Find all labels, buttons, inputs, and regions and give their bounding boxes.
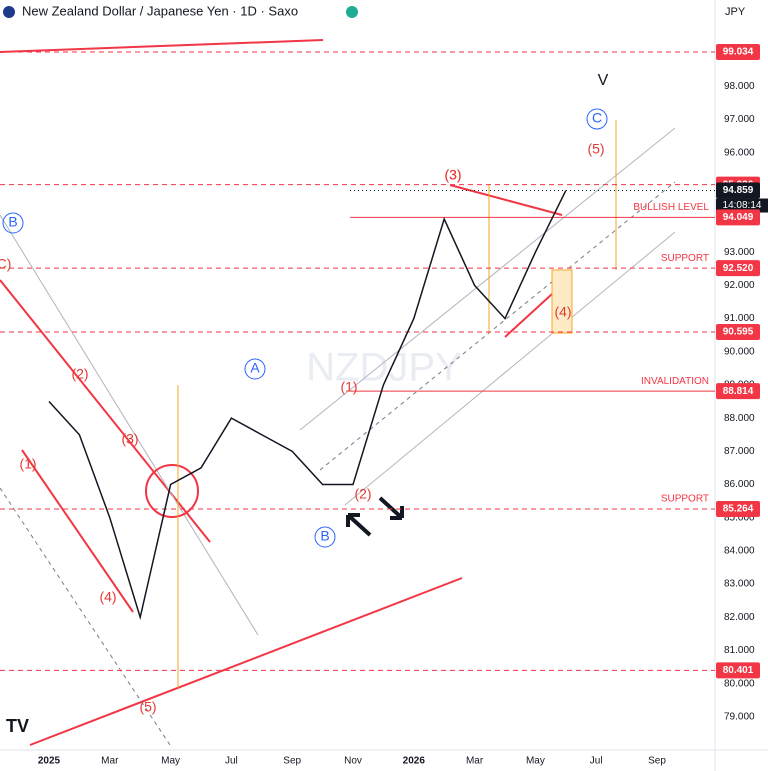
countdown: 14:08:14 — [723, 200, 762, 211]
level-label-box — [716, 260, 760, 277]
y-tick-label: 90.000 — [724, 346, 755, 357]
trendlines — [0, 39, 676, 746]
wave-circle — [586, 108, 608, 130]
wave-label: (5) — [139, 699, 156, 715]
y-tick-label: 85.000 — [724, 512, 755, 523]
x-tick-label: Sep — [648, 756, 666, 767]
y-tick-label: 97.000 — [724, 114, 755, 125]
level-label: 92.520 — [723, 263, 754, 274]
level-label: 94.859 — [723, 185, 754, 196]
wave-label: B — [320, 528, 329, 544]
price-line — [48, 190, 567, 621]
wave-label: (3) — [444, 167, 461, 183]
level-label-box — [716, 324, 760, 341]
wave-circle — [314, 526, 336, 548]
wave-label: (2) — [71, 366, 88, 382]
wave-label: (1) — [340, 379, 357, 395]
y-tick-label: 96.000 — [724, 147, 755, 158]
level-label: 99.034 — [723, 47, 754, 58]
y-tick-label: 80.000 — [724, 678, 755, 689]
x-tick-label: Mar — [466, 756, 484, 767]
level-text: BULLISH LEVEL — [633, 202, 709, 213]
wave-label: (5) — [587, 141, 604, 157]
level-label: 85.264 — [723, 504, 754, 515]
wave-label: C) — [0, 256, 11, 272]
chart-title: New Zealand Dollar / Japanese Yen · 1D ·… — [22, 3, 298, 18]
level-label-box — [716, 209, 760, 226]
level-label-box — [716, 43, 760, 60]
x-tick-label: Mar — [101, 756, 119, 767]
y-tick-label: 86.000 — [724, 479, 755, 490]
y-tick-label: 91.000 — [724, 313, 755, 324]
wave-label: C — [592, 110, 602, 126]
x-tick-label: Sep — [283, 756, 301, 767]
level-label-box — [716, 182, 760, 199]
wave-label: (1) — [19, 456, 36, 472]
y-tick-label: 92.000 — [724, 280, 755, 291]
y-tick-label: 88.000 — [724, 413, 755, 424]
level-text: INVALIDATION — [641, 376, 709, 387]
wave-circle — [2, 212, 24, 234]
currency[interactable]: JPY — [725, 6, 746, 18]
wave-label: (4) — [554, 304, 571, 320]
x-tick-label: May — [161, 756, 180, 767]
x-tick-label: Jul — [225, 756, 238, 767]
wave-label: (2) — [354, 486, 371, 502]
level-label: 90.595 — [723, 327, 754, 338]
status-dot — [346, 6, 358, 18]
y-tick-label: 81.000 — [724, 645, 755, 656]
x-tick-label: Nov — [344, 756, 362, 767]
level-text: SUPPORT — [661, 253, 709, 264]
title-bg — [0, 0, 400, 24]
level-text: SUPPORT — [661, 494, 709, 505]
y-tick-label: 79.000 — [724, 711, 755, 722]
y-tick-label: 98.000 — [724, 81, 755, 92]
wave-label: B — [8, 214, 17, 230]
level-label: 80.401 — [723, 665, 754, 676]
level-label-box — [716, 662, 760, 679]
wave-label: (4) — [99, 589, 116, 605]
countdown-box — [716, 198, 768, 213]
logo: TV — [6, 716, 29, 736]
level-label-box — [716, 383, 760, 400]
wave-label: (3) — [444, 167, 461, 183]
level-label: 88.814 — [723, 386, 754, 397]
wave-label: V — [598, 72, 609, 89]
y-tick-label: 93.000 — [724, 247, 755, 258]
x-tick-label: 2026 — [403, 756, 426, 767]
y-tick-label: 84.000 — [724, 546, 755, 557]
y-tick-label: 82.000 — [724, 612, 755, 623]
x-tick-label: May — [526, 756, 545, 767]
level-label-box — [716, 500, 760, 517]
flag-icon — [3, 6, 15, 18]
level-label: 94.049 — [723, 212, 754, 223]
wave-label: (3) — [121, 431, 138, 447]
y-tick-label: 83.000 — [724, 579, 755, 590]
wave-label: A — [250, 360, 260, 376]
x-tick-label: 2025 — [38, 756, 61, 767]
y-tick-label: 87.000 — [724, 446, 755, 457]
wave-circle — [244, 358, 266, 380]
x-tick-label: Jul — [590, 756, 603, 767]
